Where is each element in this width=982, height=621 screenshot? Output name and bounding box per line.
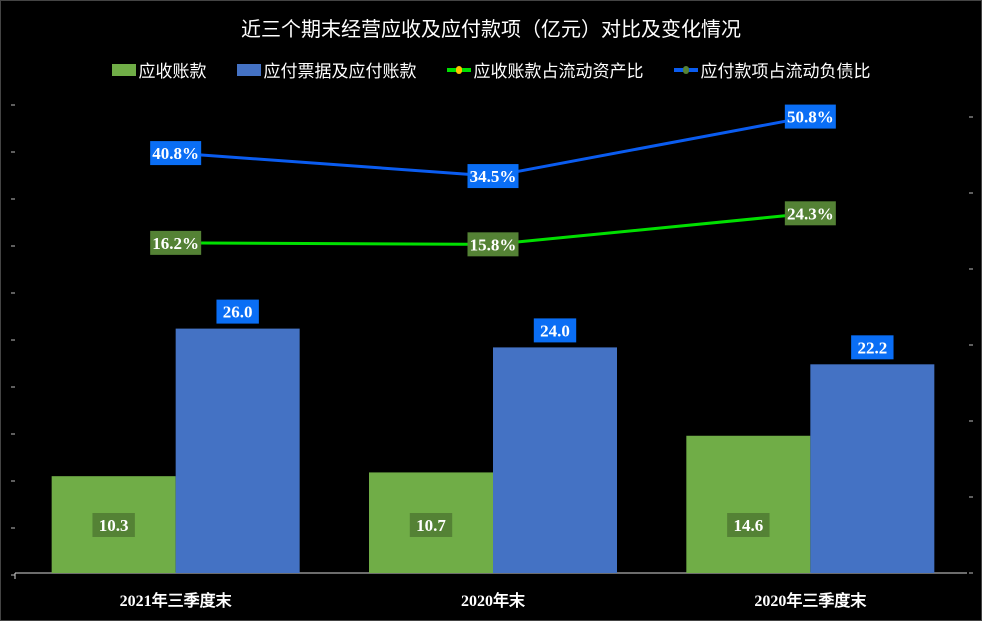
bar-label-payables-group: 22.2	[851, 335, 894, 360]
line-label: 50.8%	[787, 108, 834, 127]
legend-label: 应收账款占流动资产比	[473, 62, 644, 82]
line-label-group: 16.2%	[150, 230, 202, 255]
bar-payables	[175, 328, 300, 573]
line-label-bg	[784, 201, 836, 226]
line-label-group: 34.5%	[467, 164, 519, 189]
legend-swatch	[111, 63, 136, 76]
legend-label: 应收账款	[138, 62, 207, 82]
legend-label: 应付票据及应付账款	[263, 62, 417, 82]
bar-label-receivables-bg	[409, 513, 453, 537]
legend-item-receivables[interactable]: 应收账款	[111, 57, 207, 82]
bar-receivables	[686, 435, 811, 573]
bar-payables	[493, 347, 617, 573]
legend-swatch	[673, 65, 698, 74]
chart-title: 近三个期末经营应收及应付款项（亿元）对比及变化情况	[241, 17, 741, 41]
bar-label-receivables-bg	[727, 513, 770, 537]
bar-label-receivables-group: 10.7	[409, 513, 453, 537]
bar-label-payables: 24.0	[540, 321, 570, 340]
bar-label-payables-group: 26.0	[216, 299, 259, 324]
bar-label-payables: 22.2	[857, 338, 887, 357]
line-label: 15.8%	[470, 235, 517, 254]
legend-item-payables-ratio[interactable]: 应付款项占流动负债比	[673, 57, 871, 82]
bar-payables	[810, 364, 935, 573]
x-tick-label: 2020年三季度末	[754, 591, 867, 610]
line-label-bg	[150, 230, 202, 255]
legend-swatch	[236, 63, 261, 76]
legend-item-payables[interactable]: 应付票据及应付账款	[236, 57, 417, 82]
legend-item-receivables-ratio[interactable]: 应收账款占流动资产比	[446, 57, 644, 82]
bar-label-receivables: 10.7	[416, 516, 446, 535]
line-label: 40.8%	[152, 144, 199, 163]
bar-label-payables: 26.0	[223, 303, 253, 322]
line-label: 24.3%	[787, 204, 834, 223]
x-tick-label: 2021年三季度末	[120, 591, 233, 610]
bar-label-payables-group: 24.0	[533, 318, 577, 343]
line-label-group: 50.8%	[784, 104, 836, 129]
line-label-bg	[784, 104, 836, 129]
line-label-group: 24.3%	[784, 201, 836, 226]
bar-label-payables-bg	[851, 335, 894, 360]
x-tick-label: 2020年末	[461, 591, 526, 610]
legend: 应收账款 应付票据及应付账款 应收账款占流动资产比 应付款项占流动负债比	[1, 57, 981, 82]
line-label: 16.2%	[152, 234, 199, 253]
bar-label-payables-bg	[216, 299, 259, 324]
bar-label-receivables-group: 14.6	[727, 513, 770, 537]
line-label-group: 40.8%	[150, 141, 202, 166]
legend-swatch	[446, 65, 471, 74]
bar-label-receivables: 10.3	[99, 516, 129, 535]
legend-label: 应付款项占流动负债比	[700, 62, 871, 82]
bar-label-receivables: 14.6	[733, 516, 763, 535]
bar-label-receivables-group: 10.3	[92, 513, 135, 537]
bar-label-receivables-bg	[92, 513, 135, 537]
line-label: 34.5%	[470, 167, 517, 186]
line-label-bg	[467, 164, 519, 189]
line-label-bg	[467, 232, 519, 257]
line-label-group: 15.8%	[467, 232, 519, 257]
bar-label-payables-bg	[533, 318, 577, 343]
line-label-bg	[150, 141, 202, 166]
